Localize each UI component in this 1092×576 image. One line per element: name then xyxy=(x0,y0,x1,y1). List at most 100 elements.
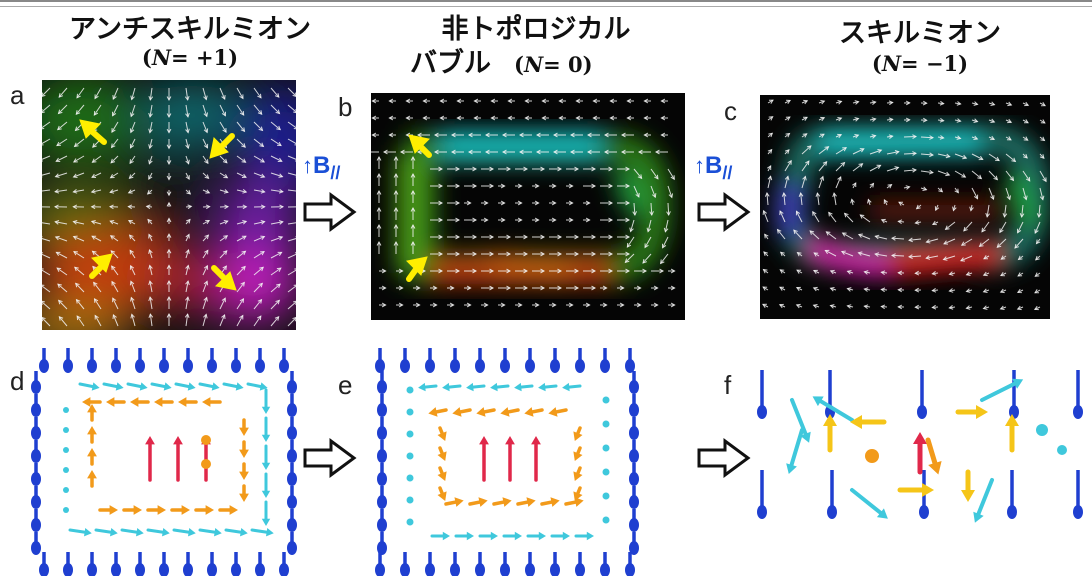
spin-orange-arrow xyxy=(239,418,249,436)
spin-dot xyxy=(602,420,610,428)
spin-dot xyxy=(602,396,610,404)
spin-dot xyxy=(1036,424,1048,436)
spin-orange-arrow xyxy=(239,484,249,502)
spin-orange-arrow xyxy=(218,505,238,515)
spin-cyan-arrow xyxy=(514,382,534,392)
spin-orange-arrow xyxy=(87,470,97,488)
spin-cyan-arrow xyxy=(442,382,462,392)
spin-down-arrow xyxy=(450,348,460,373)
spin-orange-arrow xyxy=(239,462,249,480)
spin-dot xyxy=(602,444,610,452)
spin-down-arrow xyxy=(255,348,265,373)
spin-cyan-arrow xyxy=(502,531,522,541)
yellow-arrow-icon xyxy=(79,119,237,291)
spin-down-arrow xyxy=(425,552,435,576)
spin-red-arrow xyxy=(531,436,541,482)
outline-right-arrow-icon xyxy=(697,192,751,232)
spin-down-arrow xyxy=(287,463,297,486)
spin-down-arrow xyxy=(279,552,289,576)
spin-down-arrow xyxy=(600,552,610,576)
spin-dot xyxy=(63,507,69,513)
spin-down-arrow xyxy=(287,486,297,509)
spin-yellow-arrow xyxy=(955,405,988,419)
spin-cyan-arrow xyxy=(454,531,474,541)
spin-down-arrow xyxy=(377,532,387,555)
spin-yellow-arrow xyxy=(1005,414,1019,453)
spin-down-arrow xyxy=(287,394,297,417)
spin-orange-arrow xyxy=(106,397,126,407)
spin-orange-arrow xyxy=(87,426,97,444)
subtitle-antiskyrmion: (N= +1) xyxy=(141,45,239,70)
spin-orange-arrow xyxy=(87,404,97,422)
panel-a-yellow-arrows xyxy=(79,119,237,291)
title-bubble-line2: バブル xyxy=(410,48,491,79)
spin-down-arrow xyxy=(425,348,435,373)
spin-cyan-arrow xyxy=(786,428,804,475)
spin-cyan-arrow xyxy=(973,478,994,523)
spin-cyan-arrow xyxy=(538,382,558,392)
spin-orange-arrow xyxy=(122,505,142,515)
spin-cyan-arrow xyxy=(490,382,510,392)
spin-down-arrow xyxy=(377,394,387,417)
spin-red-arrow xyxy=(479,436,489,482)
spin-down-arrow xyxy=(183,552,193,576)
spin-down-arrow xyxy=(475,552,485,576)
spin-down-arrow xyxy=(31,394,41,417)
spin-cyan-arrow xyxy=(478,531,498,541)
spin-orange-arrow xyxy=(154,397,174,407)
spin-down-arrow xyxy=(500,348,510,373)
spin-down-arrow xyxy=(183,348,193,373)
spin-down-arrow xyxy=(111,552,121,576)
spin-down-arrow xyxy=(575,348,585,373)
spin-down-arrow xyxy=(159,552,169,576)
spin-cyan-arrow xyxy=(78,382,100,391)
panel-c-skyrmion-map xyxy=(760,95,1050,319)
title-skyrmion: スキルミオン xyxy=(839,18,1001,49)
spin-down-arrow xyxy=(625,552,635,576)
spin-dot xyxy=(63,447,69,453)
panel-f-skyrmion-spins xyxy=(757,370,1083,523)
spin-red-arrow xyxy=(913,432,927,475)
spin-down-arrow xyxy=(159,348,169,373)
spin-cyan-arrow xyxy=(790,398,811,443)
spin-down-arrow xyxy=(550,348,560,373)
spin-orange-arrow xyxy=(170,505,190,515)
spin-orange-arrow xyxy=(548,407,568,417)
spin-down-arrow xyxy=(629,463,639,486)
spin-cyan-arrow xyxy=(261,444,271,470)
spin-orange-arrow xyxy=(516,497,536,507)
spin-dot xyxy=(406,386,414,394)
spin-cyan-arrow xyxy=(562,382,582,392)
spin-red-arrow xyxy=(505,436,515,482)
spin-down-arrow xyxy=(375,552,385,576)
spin-dot xyxy=(63,427,69,433)
spin-down-arrow xyxy=(31,417,41,440)
spin-down-arrow xyxy=(825,370,835,419)
spin-cyan-arrow xyxy=(261,388,271,414)
spin-cyan-arrow xyxy=(172,528,196,537)
spin-orange-arrow xyxy=(178,397,198,407)
spin-cyan-arrow xyxy=(94,528,118,537)
spin-down-arrow xyxy=(525,348,535,373)
spin-dot xyxy=(63,407,69,413)
spin-dot xyxy=(406,496,414,504)
spin-down-arrow xyxy=(400,348,410,373)
up-arrow-icon: ↑ xyxy=(694,153,705,178)
spin-yellow-arrow xyxy=(961,469,975,502)
spin-cyan-arrow xyxy=(222,382,244,391)
spin-dot xyxy=(201,435,211,445)
spin-down-arrow xyxy=(31,509,41,532)
spin-dot xyxy=(406,452,414,460)
spin-cyan-arrow xyxy=(224,528,248,537)
spin-down-arrow xyxy=(757,370,767,419)
panel-label-c: c xyxy=(724,96,737,126)
spin-down-arrow xyxy=(757,470,767,519)
top-border-thin xyxy=(0,6,1092,7)
spin-dot xyxy=(63,487,69,493)
up-arrow-icon: ↑ xyxy=(302,153,313,178)
panel-label-a: a xyxy=(10,80,25,110)
spin-cyan-arrow xyxy=(174,382,196,391)
spin-cyan-arrow xyxy=(126,382,148,391)
spin-orange-arrow xyxy=(540,497,560,507)
spin-down-arrow xyxy=(377,417,387,440)
